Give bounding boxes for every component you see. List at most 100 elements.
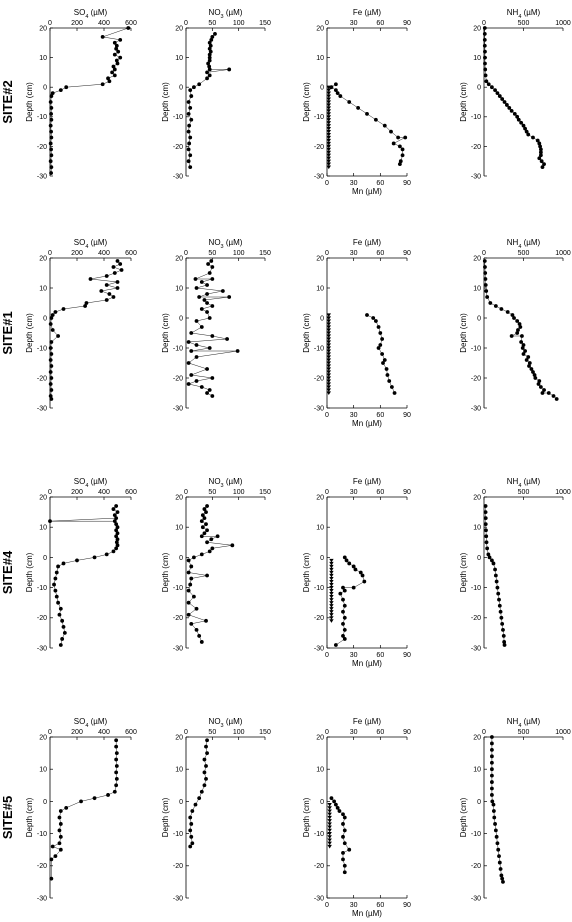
y-tick-label: 0 [43, 315, 47, 322]
so4-point [112, 40, 117, 45]
nh4-point [497, 597, 501, 602]
nh4-point [484, 79, 489, 84]
x-tick-label: 60 [376, 20, 384, 27]
fe-point [347, 847, 352, 852]
no3-point [202, 298, 207, 302]
fe-point [397, 162, 402, 167]
fe-point [391, 141, 396, 146]
fe-point [342, 870, 347, 875]
no3-point [204, 776, 208, 781]
mn-point [326, 349, 331, 353]
no3-point [186, 147, 191, 152]
no3-point [192, 85, 196, 90]
panel-title: NH4 (µM) [507, 8, 541, 20]
nh4-point [501, 880, 505, 884]
x-tick-label: 500 [518, 729, 530, 736]
nh4-point [533, 376, 538, 380]
so4-point [49, 147, 53, 152]
no3-point [205, 528, 209, 533]
mn-point [326, 313, 331, 317]
fe-point [342, 627, 347, 632]
y-axis-label: Depth (cm) [459, 82, 468, 122]
so4-point [84, 301, 89, 305]
y-axis-label: Depth (cm) [25, 82, 34, 122]
y-tick-label: 0 [179, 799, 183, 806]
nh4-point [485, 546, 490, 551]
nh4-point [482, 43, 487, 48]
x-tick-label: 30 [350, 489, 358, 496]
no3-point [186, 361, 191, 365]
nh4-point [483, 510, 488, 514]
nh4-point [540, 391, 545, 395]
mn-point [326, 358, 331, 362]
no3-point [204, 522, 208, 527]
x-tick-label: 150 [259, 250, 271, 257]
y-axis-label: Depth (cm) [302, 82, 311, 122]
mn-point [326, 121, 331, 125]
nh4-point [482, 32, 487, 36]
no3-point [186, 111, 191, 116]
x-tick-label: 600 [125, 489, 137, 496]
no3-point [200, 513, 205, 518]
fe-point [341, 812, 345, 817]
so4-point [114, 43, 119, 48]
mn-tick-label: 30 [350, 902, 358, 909]
nh4-point [521, 123, 526, 128]
x-tick-label: 60 [376, 489, 384, 496]
y-tick-label: 10 [473, 285, 481, 292]
so4-point [107, 79, 112, 84]
y-tick-label: 0 [43, 85, 47, 92]
y-tick-label: -20 [173, 144, 183, 151]
nh4-point [490, 786, 494, 791]
y-tick-label: -30 [471, 895, 481, 902]
fe-point [403, 135, 408, 140]
so4-point [114, 744, 119, 749]
x-tick-label: 400 [98, 489, 110, 496]
no3-point [188, 153, 193, 158]
no3-point [205, 301, 209, 305]
no3-point [202, 770, 207, 775]
fe-point [338, 94, 343, 98]
mn-point [326, 391, 331, 395]
nh4-point [491, 561, 496, 566]
nh4-point [483, 55, 487, 60]
nh4-point [531, 370, 535, 374]
no3-point [207, 346, 212, 350]
y-tick-label: -10 [471, 345, 481, 352]
no3-point [189, 576, 194, 581]
fe-point [335, 805, 340, 810]
no3-point [204, 510, 208, 514]
no3-point [210, 376, 215, 380]
nh4-point [535, 138, 540, 143]
mn-point [329, 558, 334, 563]
no3-point [213, 32, 217, 36]
no3-point [188, 582, 193, 587]
so4-point [114, 58, 119, 63]
panel-title: Fe (µM) [353, 477, 381, 486]
y-tick-label: 0 [477, 555, 481, 562]
y-tick-label: -10 [471, 831, 481, 838]
y-tick-label: -30 [314, 173, 324, 180]
no3-point [205, 391, 209, 395]
nh4-point [526, 132, 531, 137]
mn-point [329, 561, 334, 566]
y-tick-label: 20 [316, 255, 324, 262]
y-tick-label: 10 [473, 55, 481, 62]
fe-point [338, 591, 343, 596]
mn-point [326, 367, 331, 371]
y-tick-label: 0 [179, 85, 183, 92]
y-tick-label: 10 [39, 525, 47, 532]
mn-point [327, 812, 332, 817]
nh4-point [483, 277, 488, 281]
mn-point [327, 809, 332, 814]
y-axis-label: Depth (cm) [161, 797, 170, 837]
nh4-point [538, 385, 543, 389]
mn-axis-label: Mn (µM) [352, 659, 382, 668]
fe-point [382, 358, 387, 362]
y-tick-label: 20 [175, 734, 183, 741]
so4-point [104, 274, 109, 278]
fe-point [335, 91, 340, 96]
fe-point [392, 391, 397, 395]
nh4-point [527, 364, 531, 368]
x-tick-label: 0 [184, 250, 188, 257]
